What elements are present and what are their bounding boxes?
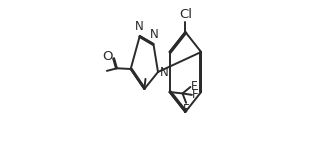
Text: O: O [102,50,113,63]
Text: N: N [150,28,159,41]
Text: Cl: Cl [179,8,192,21]
Text: F: F [192,88,198,101]
Text: F: F [191,80,197,93]
Text: F: F [183,103,189,116]
Text: N: N [160,66,168,78]
Text: N: N [135,20,143,33]
